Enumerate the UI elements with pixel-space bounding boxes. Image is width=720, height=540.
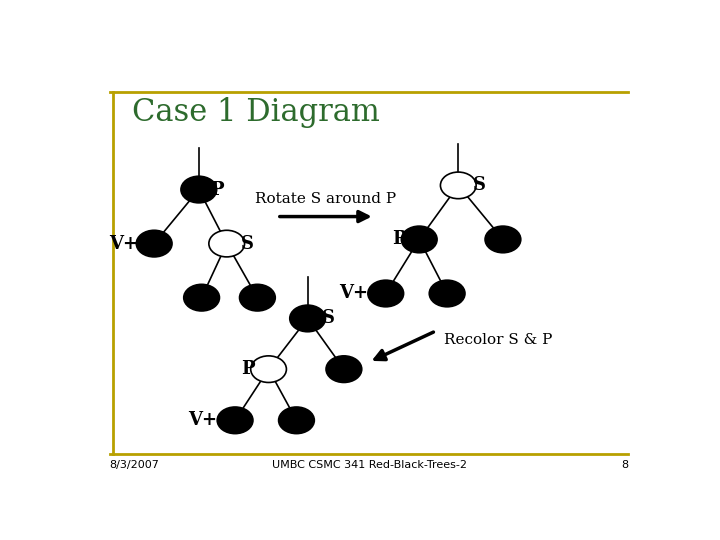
Text: P: P <box>241 360 255 378</box>
Circle shape <box>209 230 245 257</box>
Text: P: P <box>392 231 405 248</box>
Circle shape <box>289 305 325 332</box>
Circle shape <box>251 356 287 382</box>
Text: V+: V+ <box>109 234 138 253</box>
Text: Recolor S & P: Recolor S & P <box>444 333 553 347</box>
Text: 8: 8 <box>621 460 629 470</box>
Text: UMBC CSMC 341 Red-Black-Trees-2: UMBC CSMC 341 Red-Black-Trees-2 <box>271 460 467 470</box>
Circle shape <box>485 226 521 253</box>
Text: Rotate S around P: Rotate S around P <box>255 192 396 206</box>
Circle shape <box>240 285 275 311</box>
Circle shape <box>136 230 172 257</box>
Text: 8/3/2007: 8/3/2007 <box>109 460 159 470</box>
Text: S: S <box>472 177 485 194</box>
Circle shape <box>181 176 217 203</box>
Circle shape <box>401 226 437 253</box>
Circle shape <box>441 172 476 199</box>
Text: S: S <box>241 234 254 253</box>
Text: V+: V+ <box>188 411 217 429</box>
Circle shape <box>217 407 253 434</box>
Circle shape <box>326 356 361 382</box>
Circle shape <box>279 407 315 434</box>
Text: S: S <box>322 309 335 327</box>
Circle shape <box>184 285 220 311</box>
Text: Case 1 Diagram: Case 1 Diagram <box>132 97 379 128</box>
Circle shape <box>368 280 404 307</box>
Text: V+: V+ <box>339 285 368 302</box>
Text: P: P <box>210 180 224 199</box>
Circle shape <box>429 280 465 307</box>
